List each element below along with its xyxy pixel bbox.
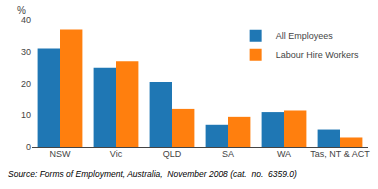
svg-text:WA: WA (277, 149, 291, 159)
svg-text:Tas, NT & ACT: Tas, NT & ACT (310, 149, 370, 159)
svg-text:Vic: Vic (110, 149, 123, 159)
svg-text:SA: SA (222, 149, 234, 159)
svg-text:%: % (17, 5, 26, 16)
svg-text:Labour Hire Workers: Labour Hire Workers (276, 50, 359, 60)
svg-text:10: 10 (21, 110, 31, 120)
svg-text:40: 40 (21, 15, 31, 25)
svg-text:All Employees: All Employees (276, 31, 334, 41)
svg-text:20: 20 (21, 79, 31, 89)
svg-text:30: 30 (21, 47, 31, 57)
svg-text:Source: Forms of Employment, A: Source: Forms of Employment, Australia, … (8, 169, 297, 179)
svg-text:NSW: NSW (50, 149, 72, 159)
svg-text:0: 0 (26, 142, 31, 152)
svg-text:QLD: QLD (163, 149, 182, 159)
